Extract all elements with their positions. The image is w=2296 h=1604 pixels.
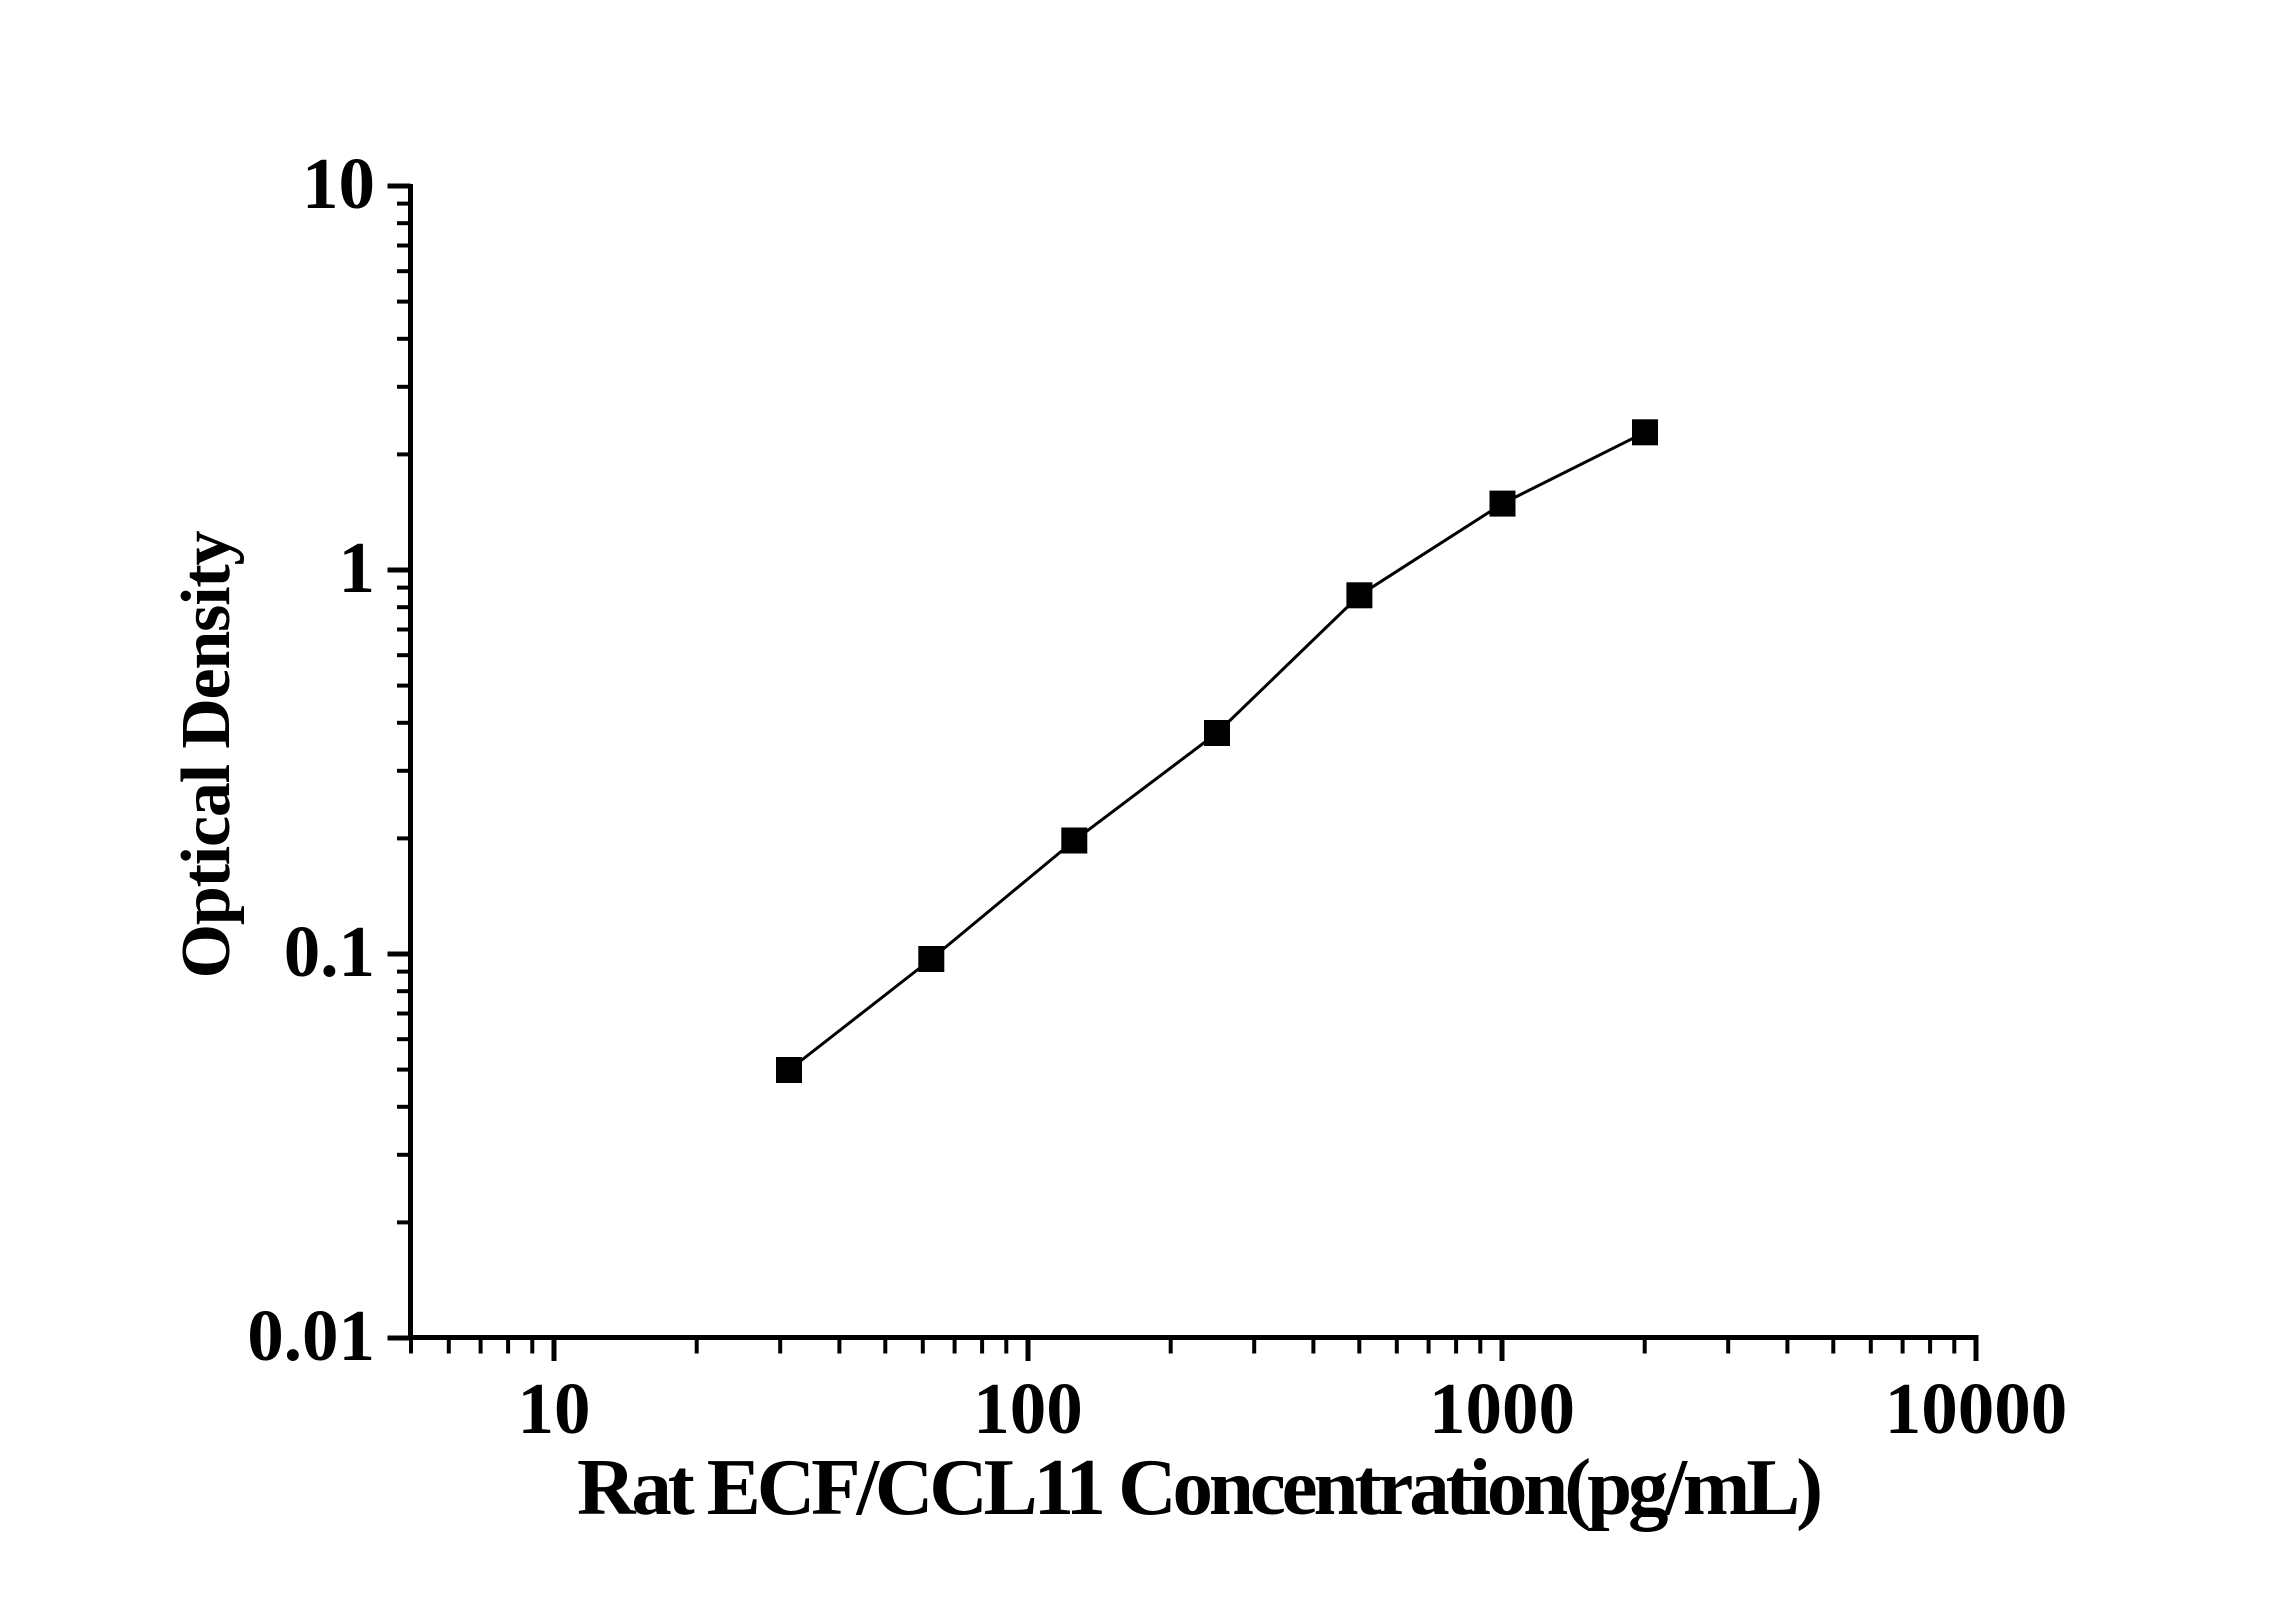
svg-text:Rat ECF/CCL11 Concentration(pg: Rat ECF/CCL11 Concentration(pg/mL): [577, 1442, 1820, 1532]
svg-text:0.1: 0.1: [284, 911, 375, 992]
svg-text:1000: 1000: [1429, 1368, 1575, 1449]
svg-text:1: 1: [339, 527, 376, 608]
svg-text:10: 10: [518, 1368, 591, 1449]
svg-text:0.01: 0.01: [247, 1295, 375, 1376]
svg-text:Optical Density: Optical Density: [168, 530, 245, 978]
svg-text:10000: 10000: [1885, 1368, 2068, 1449]
svg-text:10: 10: [302, 143, 375, 224]
svg-text:100: 100: [973, 1368, 1083, 1449]
